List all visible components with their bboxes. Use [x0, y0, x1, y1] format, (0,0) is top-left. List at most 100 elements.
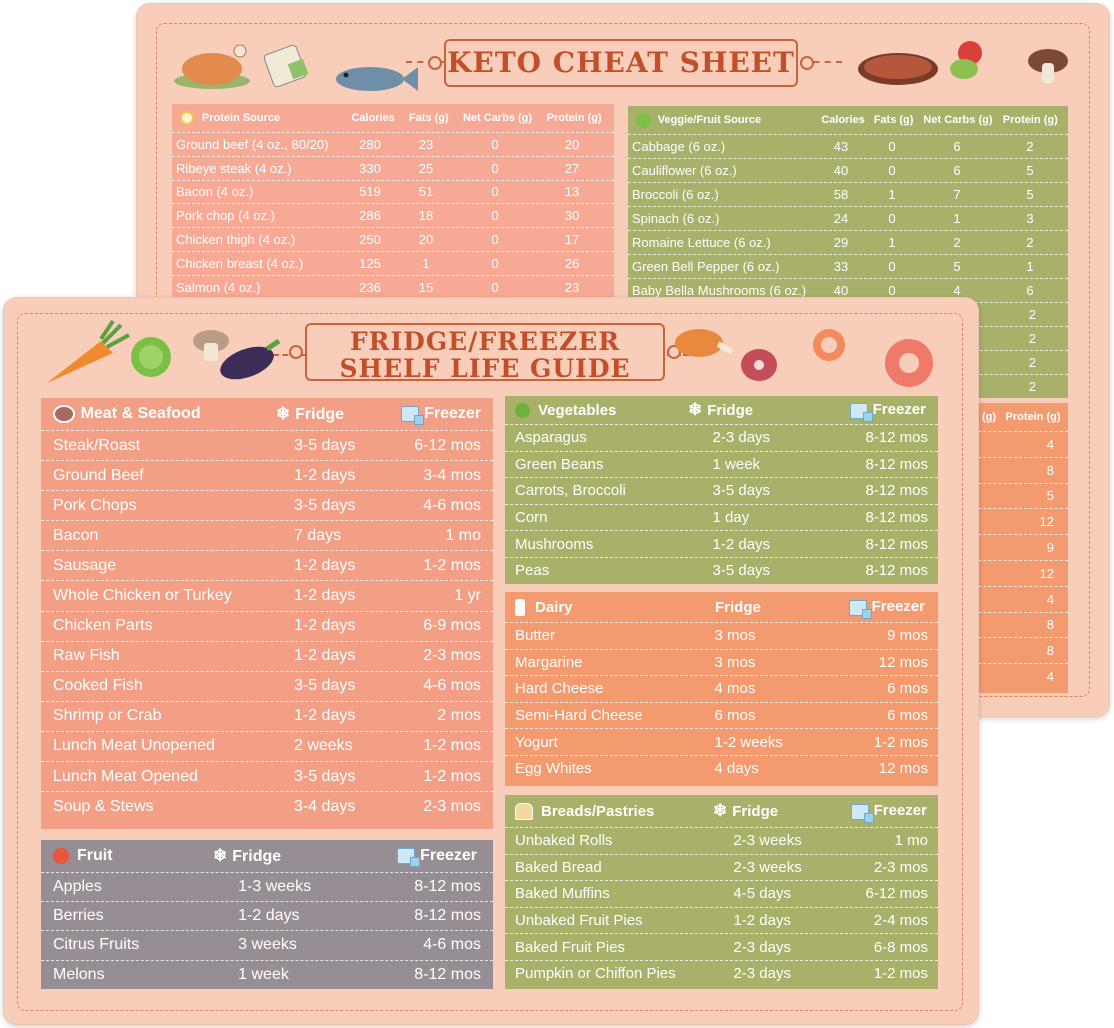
- table-row: Chicken breast (4 oz.) 125 1 0 26: [172, 250, 614, 275]
- header-protein: Protein (g): [1002, 114, 1058, 126]
- table-row: Chicken thigh (4 oz.) 250 20 0 17: [172, 227, 614, 251]
- protein-value: 12: [1039, 565, 1054, 581]
- freezer-value: 1 mo: [445, 526, 481, 544]
- tofu-icon: [263, 44, 309, 88]
- protein-value: 8: [1046, 462, 1054, 478]
- fridge-value: 3-5 days: [293, 767, 356, 785]
- calories-value: 280: [359, 136, 381, 152]
- fats-value: 1: [888, 235, 896, 250]
- item-name: Asparagus: [515, 429, 587, 447]
- item-name: Baked Fruit Pies: [515, 938, 626, 956]
- protein-value: 4: [1046, 591, 1054, 607]
- freezer-value: 6-12 mos: [414, 436, 481, 454]
- net-carbs-value: 7: [953, 187, 961, 202]
- fats-value: 0: [888, 139, 896, 154]
- table-row: Green Beans 1 week 8-12 mos: [505, 450, 938, 478]
- fruit-title: Fruit: [77, 847, 113, 864]
- protein-value: 6: [1026, 283, 1034, 298]
- table-row: Baked Bread 2-3 weeks 2-3 mos: [505, 853, 938, 881]
- vegetables-icon: [950, 41, 982, 79]
- freezer-value: 2-3 mos: [423, 797, 481, 815]
- table-row: Citrus Fruits 3 weeks 4-6 mos: [41, 930, 493, 959]
- food-name: Chicken thigh (4 oz.): [176, 232, 296, 248]
- fats-value: 25: [418, 160, 434, 176]
- item-name: Butter: [515, 627, 556, 645]
- mushroom-icon: [1028, 49, 1068, 83]
- header-fats: Fats (g): [873, 114, 914, 126]
- freezer-icon: [397, 847, 421, 867]
- item-name: Berries: [53, 907, 104, 925]
- steak-icon: [858, 53, 938, 85]
- item-name: Margarine: [515, 653, 583, 671]
- freezer-value: 2-4 mos: [873, 912, 928, 930]
- item-name: Citrus Fruits: [53, 936, 140, 954]
- net-carbs-value: 0: [491, 184, 499, 200]
- table-row: Bacon 7 days 1 mo: [41, 520, 493, 550]
- net-carbs-value: 4: [953, 283, 961, 298]
- table-row: 4: [978, 431, 1068, 457]
- calories-value: 330: [359, 160, 381, 176]
- table-row: Salmon (4 oz.) 236 15 0 23: [172, 274, 614, 299]
- item-name: Green Beans: [515, 455, 604, 473]
- calories-value: 125: [359, 255, 381, 271]
- fridge-value: 1-2 days: [712, 535, 771, 553]
- freezer-label: Freezer: [424, 405, 481, 422]
- freezer-value: 1-2 mos: [423, 556, 481, 574]
- item-name: Corn: [515, 509, 548, 527]
- vegetables-title: Vegetables: [538, 401, 617, 419]
- protein-value: 27: [564, 160, 580, 176]
- protein-value: 2: [1026, 235, 1034, 250]
- eggplant-icon: [220, 338, 281, 380]
- title-connector: [406, 61, 446, 63]
- net-carbs-value: 0: [491, 136, 499, 152]
- fridge-value: 3-5 days: [712, 482, 771, 500]
- table-row: Baked Fruit Pies 2-3 days 6-8 mos: [505, 933, 938, 960]
- table-row: Bacon (4 oz.) 519 51 0 13: [172, 179, 614, 204]
- food-name: Chicken breast (4 oz.): [176, 255, 304, 271]
- freezer-icon: [849, 402, 873, 422]
- table-row: Corn 1 day 8-12 mos: [505, 503, 938, 531]
- guide-title-line1: FRIDGE/FREEZER: [349, 327, 621, 356]
- vegetables-header: Vegetables ❄ Fridge Freezer: [505, 396, 938, 424]
- fridge-value: 2-3 weeks: [733, 858, 802, 876]
- protein-value: 4: [1046, 669, 1054, 685]
- header-net-carbs: Net Carbs (g): [923, 114, 993, 126]
- freezer-value: 9 mos: [887, 627, 928, 645]
- milk-bottle-icon: [515, 598, 525, 616]
- food-name: Bacon (4 oz.): [176, 184, 254, 200]
- table-row: Baby Bella Mushrooms (6 oz.) 40 0 4 6: [628, 278, 1068, 302]
- header-protein-source: Protein Source: [201, 112, 281, 124]
- fats-value: 51: [418, 184, 434, 200]
- keto-lower-table-header: (g) Protein (g): [978, 403, 1068, 431]
- item-name: Egg Whites: [515, 760, 592, 778]
- fridge-value: 1 week: [238, 965, 289, 983]
- table-row: Mushrooms 1-2 days 8-12 mos: [505, 530, 938, 557]
- protein-value: 1: [1026, 259, 1034, 274]
- table-row: Berries 1-2 days 8-12 mos: [41, 901, 493, 930]
- calories-value: 24: [833, 211, 849, 226]
- header-protein: Protein (g): [546, 112, 602, 124]
- food-name: Spinach (6 oz.): [632, 211, 720, 226]
- fridge-label: Fridge: [715, 598, 761, 616]
- table-row: 4: [978, 585, 1068, 612]
- protein-value: 8: [1046, 617, 1054, 633]
- item-name: Peas: [515, 562, 550, 580]
- fats-value: 1: [888, 187, 896, 202]
- vegetables-table: Vegetables ❄ Fridge Freezer Asparagus 2-3 …: [505, 396, 938, 584]
- protein-value: 12: [1039, 514, 1054, 530]
- fridge-value: 3-5 days: [293, 496, 356, 514]
- freezer-value: 8-12 mos: [865, 562, 928, 580]
- title-connector: [802, 61, 842, 63]
- fridge-value: 1-2 days: [733, 912, 791, 930]
- freezer-value: 2-3 mos: [873, 858, 928, 876]
- table-row: Green Bell Pepper (6 oz.) 33 0 5 1: [628, 254, 1068, 278]
- freezer-value: 1-2 mos: [423, 737, 481, 755]
- item-name: Pork Chops: [53, 496, 137, 514]
- freezer-label: Freezer: [873, 802, 927, 820]
- calories-value: 29: [833, 235, 849, 250]
- protein-value: 2: [1028, 379, 1036, 394]
- freezer-value: 6-9 mos: [423, 617, 481, 635]
- fridge-label: Fridge: [232, 848, 282, 865]
- snowflake-icon: ❄: [275, 404, 291, 423]
- freezer-value: 8-12 mos: [865, 482, 928, 500]
